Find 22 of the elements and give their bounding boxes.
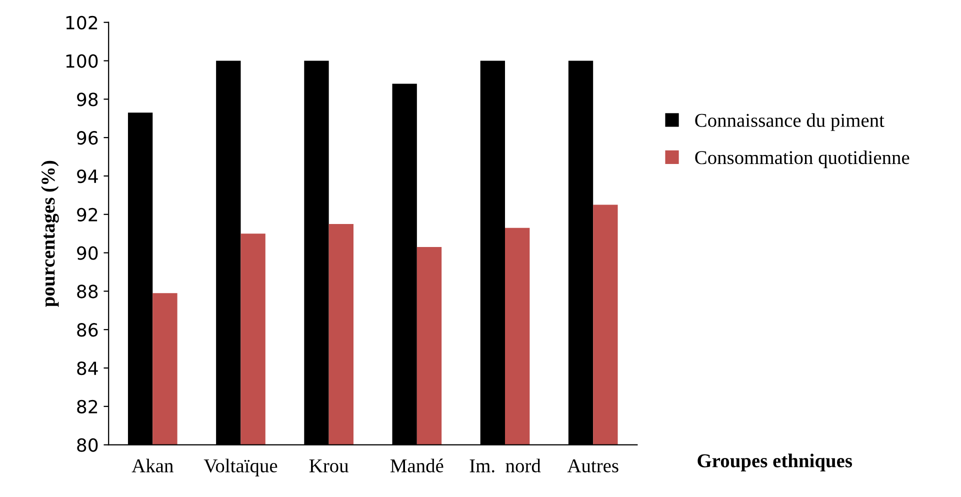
y-tick-label: 90 xyxy=(77,246,98,260)
x-tick-label: Im. nord xyxy=(470,458,541,472)
y-tick-label: 86 xyxy=(77,323,98,337)
x-tick-label: Autres xyxy=(567,459,618,472)
y-tick-label: 98 xyxy=(77,92,98,106)
x-tick-label: Akan xyxy=(132,458,174,472)
legend-label: Consommation quotidienne xyxy=(695,150,910,168)
y-tick-label: 80 xyxy=(77,438,98,452)
y-tick-label: 102 xyxy=(66,16,98,30)
x-tick-label: Voltaïque xyxy=(204,458,278,476)
y-tick-label: 96 xyxy=(77,131,98,145)
y-tick-label: 88 xyxy=(77,284,98,298)
x-axis-title: Groupes ethniques xyxy=(698,454,852,472)
x-tick-label: Krou xyxy=(309,459,348,472)
y-tick-label: 100 xyxy=(66,54,98,68)
y-tick-label: 82 xyxy=(77,400,98,414)
y-tick-label: 92 xyxy=(77,208,98,222)
y-tick-label: 84 xyxy=(77,361,98,376)
x-tick-label: Mandé xyxy=(390,458,444,472)
y-tick-label: 94 xyxy=(77,169,98,184)
y-axis-title: pourcentages (%) xyxy=(41,160,59,307)
legend-label: Connaissance du piment xyxy=(695,113,884,131)
